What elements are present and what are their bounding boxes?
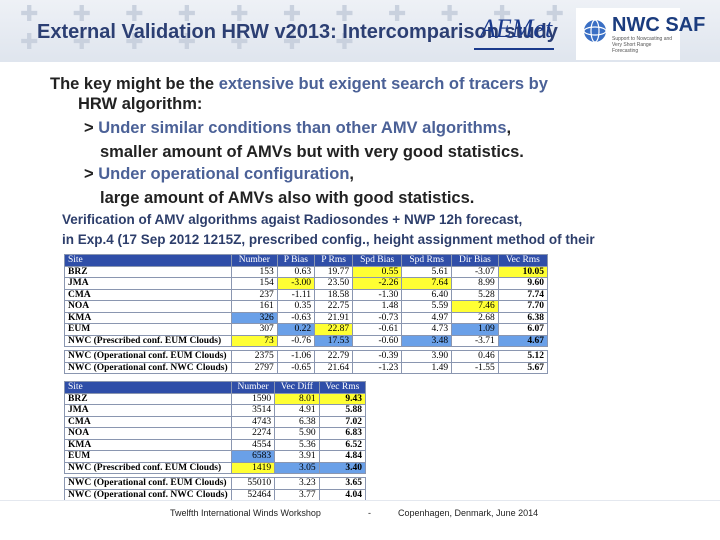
footer-divider	[0, 500, 720, 501]
table-row: NOA 2274 5.90 6.83	[64, 427, 367, 440]
table-row: EUM 307 0.22 22.87 -0.61 4.73 1.09 6.07	[64, 323, 549, 336]
body-line-4: smaller amount of AMVs but with very goo…	[100, 143, 524, 161]
table-row: NWC (Prescribed conf. EUM Clouds) 1419 3.0…	[64, 461, 367, 474]
table-row: EUM 6583 3.91 4.84	[64, 450, 367, 463]
table-row: KMA 4554 5.36 6.52	[64, 438, 367, 451]
footer-separator: -	[368, 508, 371, 518]
footer-workshop: Twelfth International Winds Workshop	[170, 508, 321, 518]
globe-icon	[583, 19, 607, 43]
footer-location: Copenhagen, Denmark, June 2014	[398, 508, 539, 518]
decorative-crosses: ✚ ✚ ✚ ✚ ✚ ✚ ✚ ✚ ✚ ✚ ✚ ✚ ✚ ✚ ✚ ✚ ✚ ✚	[20, 1, 578, 54]
body-line-2: HRW algorithm:	[78, 95, 203, 113]
body-line-1: The key might be the extensive but exige…	[50, 75, 548, 93]
table-row: NWC (Prescribed conf. EUM Clouds) 73 -0.76…	[64, 334, 549, 347]
verification-line-2: in Exp.4 (17 Sep 2012 1215Z, prescribed …	[62, 232, 595, 247]
table-row: CMA 237 -1.11 18.58 -1.30 6.40 5.28 7.74	[64, 288, 549, 301]
table-row: JMA 3514 4.91 5.88	[64, 404, 367, 417]
body-line-3: > Under similar conditions than other AM…	[84, 119, 512, 137]
table-row: JMA 154 -3.00 23.50 -2.26 7.64 8.99 9.60	[64, 277, 549, 290]
body-line-6: large amount of AMVs also with good stat…	[100, 189, 475, 207]
table-row: CMA 4743 6.38 7.02	[64, 415, 367, 428]
table-row: BRZ 153 0.63 19.77 0.55 5.61 -3.07 10.05	[64, 265, 549, 278]
vector-difference-table: Site Number Vec Diff Vec Rms BRZ 1590 8.01…	[64, 381, 367, 501]
slide-title: External Validation HRW v2013: Intercomp…	[37, 21, 558, 43]
table-header-row: Site Number P Bias P Rms Spd Bias Spd Rm…	[64, 254, 549, 267]
slide-header: ✚ ✚ ✚ ✚ ✚ ✚ ✚ ✚ ✚ ✚ ✚ ✚ ✚ ✚ ✚ ✚ ✚ ✚ Exte…	[0, 0, 720, 62]
nwc-saf-logo: NWC SAF Support to Nowcasting and Very S…	[576, 8, 705, 60]
table-row: KMA 326 -0.63 21.91 -0.73 4.97 2.68 6.38	[64, 311, 549, 324]
verification-line-1: Verification of AMV algorithms agaist Ra…	[62, 212, 523, 227]
table-row: NWC (Operational conf. EUM Clouds) 55010 3…	[64, 477, 367, 490]
body-line-5: > Under operational configuration,	[84, 165, 355, 183]
table-row: BRZ 1590 8.01 9.43	[64, 392, 367, 405]
table-row: NWC (Operational conf. NWC Clouds) 2797 -0…	[64, 361, 549, 374]
table-header-row: Site Number Vec Diff Vec Rms	[64, 381, 367, 394]
amv-statistics-table: Site Number P Bias P Rms Spd Bias Spd Rm…	[64, 254, 549, 374]
table-row: NOA 161 0.35 22.75 1.48 5.59 7.46 7.70	[64, 300, 549, 313]
aemet-logo: AEMet	[474, 10, 562, 54]
table-row: NWC (Operational conf. EUM Clouds) 2375 -1…	[64, 350, 549, 363]
table-row: NWC (Operational conf. NWC Clouds) 52464 3…	[64, 488, 367, 501]
